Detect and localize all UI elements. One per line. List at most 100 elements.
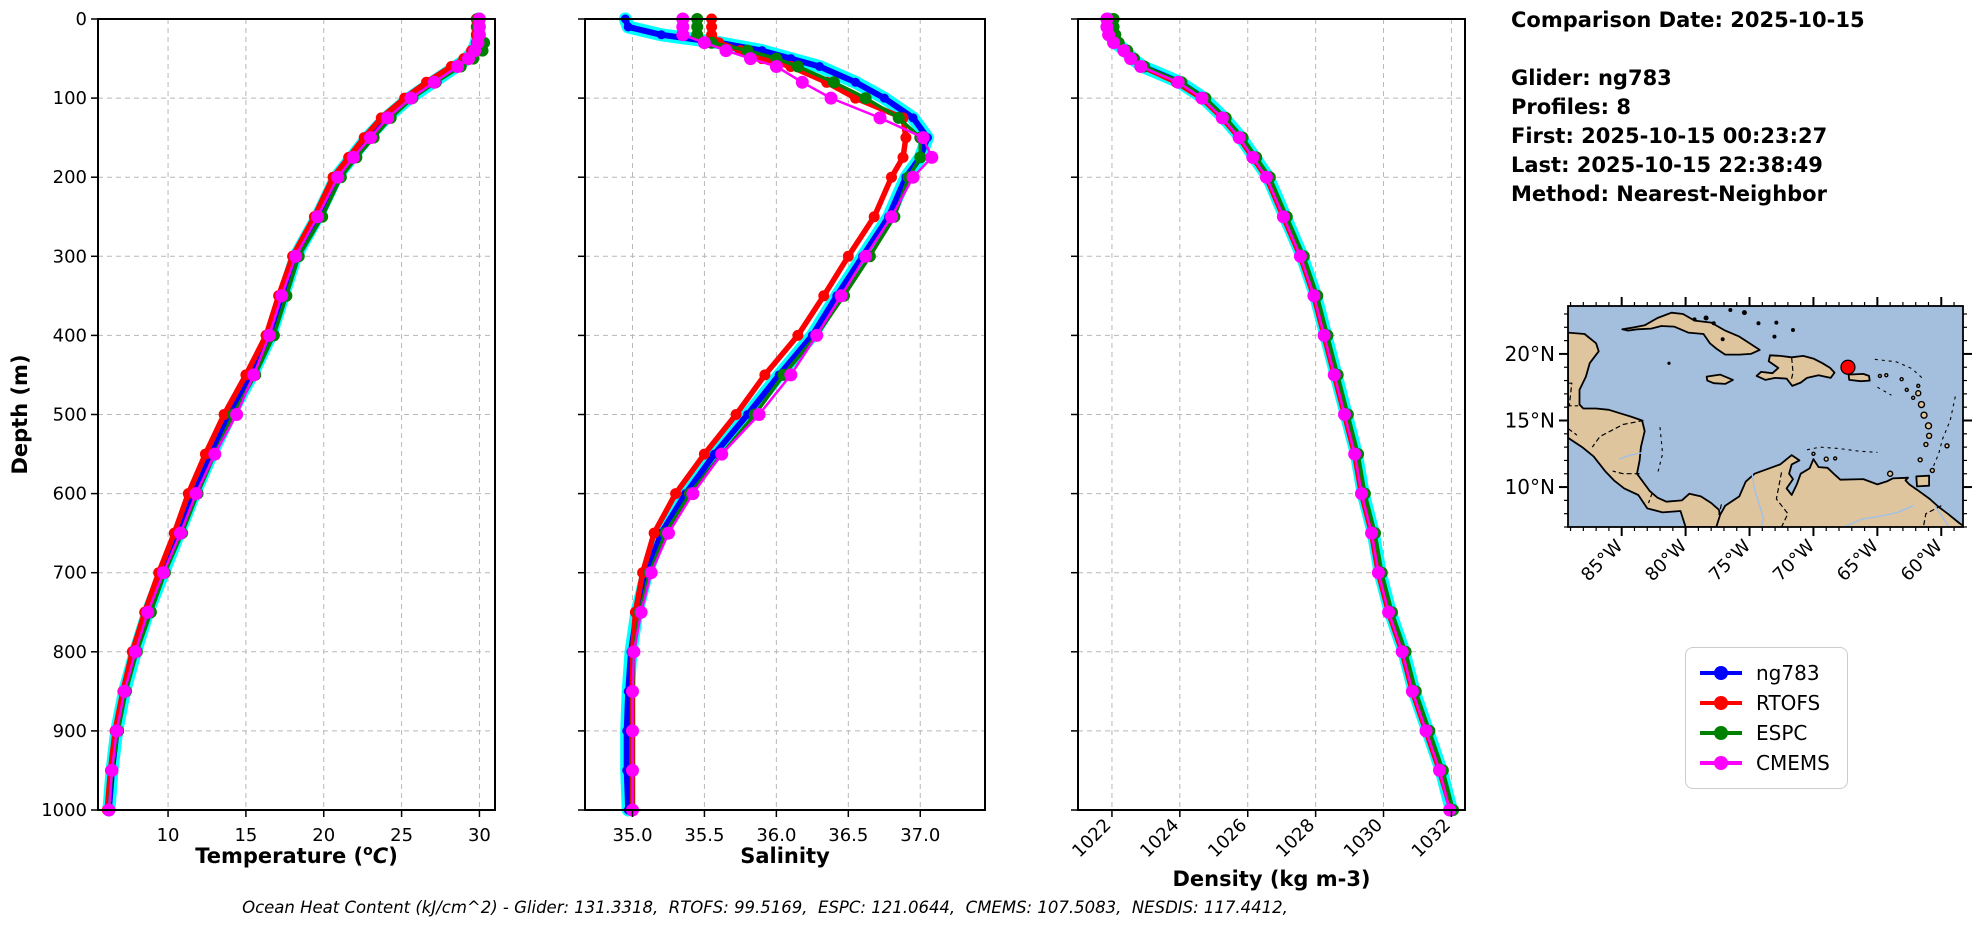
- info-panel: Comparison Date: 2025-10-15 Glider: ng78…: [1511, 6, 1971, 209]
- temperature-axis-label: Temperature (oC): [195, 843, 398, 868]
- temperature-series-CMEMS-marker: [262, 328, 276, 342]
- map-island: [1904, 387, 1909, 393]
- legend-swatch-ng783: [1700, 666, 1742, 680]
- salinity-series-ESPC-marker: [914, 151, 927, 164]
- map-island: [1917, 400, 1926, 409]
- salinity-series-RTOFS-marker: [792, 329, 804, 341]
- salinity-series-CMEMS-marker: [719, 44, 733, 58]
- salinity-series-RTOFS-marker: [818, 290, 830, 302]
- temperature-xtick-label: 25: [390, 825, 413, 846]
- salinity-series-ng783-marker: [656, 30, 666, 40]
- density-xtick-label: 1026: [1204, 815, 1251, 862]
- temperature-series-CMEMS-marker: [275, 289, 289, 303]
- map-island: [1899, 377, 1904, 382]
- map-land-jamaica: [1705, 373, 1734, 385]
- temperature-series-CMEMS-marker: [247, 368, 261, 382]
- density-series-CMEMS-marker: [1348, 447, 1362, 461]
- map-maritime-boundary: [1877, 386, 1892, 396]
- legend-item-CMEMS[interactable]: CMEMS: [1698, 748, 1833, 778]
- legend: ng783 RTOFS ESPC CMEMS: [1685, 647, 1848, 789]
- salinity-series-ng783-marker: [908, 113, 918, 123]
- map-lon-tick-label: 60°W: [1897, 536, 1947, 586]
- map-land-puertoRico: [1847, 373, 1871, 383]
- temperature-series-CMEMS-marker: [128, 645, 142, 659]
- salinity-series-CMEMS-marker: [873, 111, 887, 125]
- info-line: Last: 2025-10-15 22:38:49: [1511, 153, 1823, 177]
- salinity-series-RTOFS-marker: [730, 409, 742, 420]
- salinity-profile-plot: 35.0 35.5 36.0 36.5 37.0 Salinity: [578, 12, 986, 868]
- density-series-CMEMS-marker: [1327, 368, 1341, 382]
- map-maritime-boundary: [1806, 446, 1878, 453]
- temperature-series-CMEMS-marker: [230, 408, 244, 421]
- density-series-CMEMS-marker: [1195, 91, 1209, 105]
- depth-tick-label: 400: [53, 325, 87, 346]
- map-lon-tick-label: 65°W: [1833, 536, 1883, 586]
- density-series-CMEMS-marker: [1355, 487, 1368, 501]
- map-island: [1915, 390, 1922, 397]
- temperature-series-CMEMS-marker: [404, 91, 418, 105]
- density-series-CMEMS-marker: [1395, 645, 1409, 659]
- temperature-series-CMEMS-marker: [346, 150, 360, 164]
- map-island: [1884, 373, 1889, 378]
- density-series-CMEMS-marker: [1371, 566, 1385, 580]
- legend-item-ng783[interactable]: ng783: [1698, 658, 1833, 688]
- density-series-CMEMS-marker: [1382, 605, 1396, 619]
- map-border: [1647, 492, 1653, 504]
- map-lon-tick-label: 85°W: [1577, 536, 1627, 586]
- map-maritime-boundary: [1933, 396, 1956, 467]
- density-series-CMEMS-marker: [1124, 52, 1138, 66]
- info-line: First: 2025-10-15 00:23:27: [1511, 124, 1828, 148]
- temperature-series-CMEMS-marker: [105, 763, 119, 777]
- map-island: [1923, 441, 1929, 448]
- info-line: Glider: ng783: [1511, 66, 1672, 90]
- density-series-CMEMS-marker: [1433, 763, 1446, 777]
- legend-item-ESPC[interactable]: ESPC: [1698, 718, 1833, 748]
- map-lat-tick-label: 20°N: [1505, 342, 1555, 366]
- map-island: [1877, 373, 1883, 379]
- density-series-CMEMS-marker: [1405, 684, 1419, 698]
- map-border: [1775, 472, 1789, 527]
- salinity-series-CMEMS-marker: [885, 210, 898, 224]
- map-cay: [1720, 337, 1725, 342]
- map-island: [1811, 451, 1816, 456]
- salinity-series-RTOFS-marker: [670, 488, 682, 500]
- map-cay: [1772, 334, 1777, 339]
- salinity-series-CMEMS-marker: [795, 75, 809, 89]
- salinity-xtick-label: 35.0: [612, 825, 652, 846]
- salinity-series-CMEMS-marker: [810, 328, 824, 342]
- salinity-series-CMEMS-marker: [686, 487, 700, 501]
- salinity-series-CMEMS-marker: [752, 408, 766, 421]
- temperature-series-CMEMS-marker: [364, 131, 377, 145]
- map-island: [1917, 457, 1923, 463]
- depth-tick-label: 100: [53, 88, 87, 109]
- density-series-CMEMS-marker: [1276, 210, 1290, 224]
- map-border: [1612, 470, 1640, 475]
- temperature-series-CMEMS-marker: [381, 111, 395, 125]
- map-maritime-boundary: [1874, 358, 1923, 379]
- salinity-series-CMEMS-marker: [644, 566, 658, 580]
- legend-item-RTOFS[interactable]: RTOFS: [1698, 688, 1833, 718]
- temperature-profile-plot: 10 15 20 25 30010020030040050060070080090010…: [8, 9, 496, 868]
- salinity-series-ng783-marker: [623, 22, 633, 32]
- temperature-series-CMEMS-marker: [289, 249, 303, 263]
- density-xtick-label: 1024: [1136, 815, 1183, 862]
- map-cay: [1703, 315, 1709, 321]
- salinity-series-ng783-marker: [815, 62, 824, 71]
- temperature-series-RTOFS-marker: [218, 409, 230, 420]
- info-line: Method: Nearest-Neighbor: [1511, 182, 1827, 206]
- map-border: [1718, 504, 1722, 516]
- info-gap: [1511, 35, 1971, 64]
- salinity-series-CMEMS-marker: [824, 91, 838, 105]
- temperature-series-CMEMS-marker: [208, 447, 222, 461]
- map-land-trinidad: [1915, 474, 1930, 488]
- density-series-CMEMS-marker: [1293, 249, 1307, 263]
- salinity-series-RTOFS-marker: [698, 448, 710, 460]
- map-cay: [1741, 310, 1747, 316]
- map-river: [1934, 505, 1950, 527]
- salinity-series-RTOFS-marker: [900, 132, 912, 144]
- salinity-series-ESPC-marker: [827, 76, 840, 89]
- map-land-cuba: [1621, 311, 1761, 356]
- salinity-series-ng783-marker: [786, 54, 796, 64]
- map-border: [1922, 505, 1942, 527]
- density-xtick-label: 1032: [1408, 815, 1455, 862]
